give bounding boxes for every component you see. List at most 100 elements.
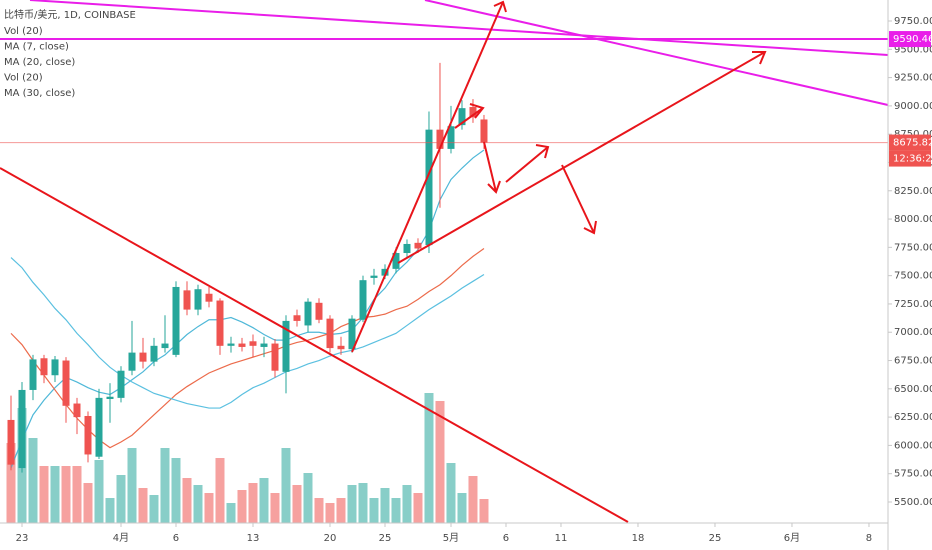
candle-body [84, 415, 92, 455]
trend-line [0, 167, 629, 523]
y-tick-label: 6750.00 [894, 356, 932, 367]
volume-bar [270, 493, 280, 523]
candle-body [172, 286, 180, 355]
volume-bar [204, 493, 214, 523]
indicator-label: MA (20, close) [4, 57, 75, 68]
x-tick-label: 6月 [784, 532, 800, 544]
candle-body [183, 290, 191, 310]
candle-body [216, 300, 224, 346]
volume-bar [468, 476, 478, 523]
indicator-label: MA (7, close) [4, 42, 69, 53]
x-tick-label: 6 [173, 533, 179, 544]
x-tick-label: 5月 [443, 532, 459, 544]
volume-bar [248, 483, 258, 523]
arrow-head [487, 180, 501, 194]
candle-body [7, 419, 15, 465]
level-label: 9590.46 [893, 34, 932, 45]
moving-average [10, 149, 485, 469]
candle-body [403, 243, 411, 254]
volume-bar [292, 485, 302, 523]
symbol-title: 比特币/美元, 1D, COINBASE [4, 8, 136, 21]
trend-line [424, 0, 889, 106]
y-tick-label: 9000.00 [894, 101, 932, 112]
volume-bar [105, 498, 115, 523]
candle-body [370, 275, 378, 278]
volume-bar [171, 458, 181, 523]
y-tick-label: 6250.00 [894, 412, 932, 423]
candle-body [62, 360, 70, 406]
volume-bar [303, 473, 313, 523]
y-tick-label: 5500.00 [894, 497, 932, 508]
y-tick-label: 6500.00 [894, 384, 932, 395]
candle-body [293, 315, 301, 321]
volume-bar [336, 498, 346, 523]
volume-bar [413, 493, 423, 523]
volume-bar [83, 483, 93, 523]
volume-bar [160, 448, 170, 523]
volume-bar [259, 478, 269, 523]
arrow [561, 164, 595, 234]
y-tick-label: 5750.00 [894, 469, 932, 480]
volume-bar [226, 503, 236, 523]
candle-body [51, 359, 59, 376]
candle-body [95, 397, 103, 457]
volume-bar [72, 466, 82, 523]
arrow [351, 1, 504, 353]
candle-body [447, 126, 455, 149]
volume-bar [237, 490, 247, 523]
x-tick-label: 25 [709, 533, 722, 544]
candle-body [414, 242, 422, 249]
candle-body [150, 345, 158, 362]
countdown: 12:36:28 [893, 154, 932, 165]
volume-bar [446, 463, 456, 523]
candle-body [436, 129, 444, 149]
x-tick-label: 25 [379, 533, 392, 544]
moving-average [10, 257, 485, 409]
volume-bar [182, 478, 192, 523]
volume-bar [314, 498, 324, 523]
candle-body [128, 352, 136, 371]
y-tick-label: 6000.00 [894, 440, 932, 451]
price-label-box [889, 134, 931, 151]
volume-bar [127, 448, 137, 523]
y-tick-label: 9250.00 [894, 73, 932, 84]
y-tick-label: 9750.00 [894, 16, 932, 27]
y-tick-label: 7750.00 [894, 242, 932, 253]
volume-bar [369, 498, 379, 523]
candle-body [304, 301, 312, 326]
y-tick-label: 9500.00 [894, 44, 932, 55]
arrow [483, 141, 497, 193]
plot-area [0, 38, 888, 523]
volume-bar [457, 493, 467, 523]
candle-body [392, 253, 400, 269]
candle-body [480, 119, 488, 143]
x-tick-label: 13 [247, 533, 260, 544]
volume-bar [391, 498, 401, 523]
y-tick-label: 8250.00 [894, 186, 932, 197]
arrow [454, 107, 484, 129]
candle-body [139, 352, 147, 362]
candle-body [337, 345, 345, 350]
x-tick-label: 6 [503, 533, 509, 544]
volume-bar [479, 499, 489, 523]
indicator-label: Vol (20) [4, 26, 43, 37]
candle-body [315, 302, 323, 320]
volume-bar [435, 401, 445, 523]
y-tick-label: 8000.00 [894, 214, 932, 225]
volume-bar [325, 503, 335, 523]
candle-body [469, 107, 477, 118]
volume-bar [50, 466, 60, 523]
candle-body [260, 343, 268, 347]
candle-body [381, 268, 389, 276]
arrow-head [535, 144, 550, 159]
x-tick-label: 8 [866, 533, 872, 544]
drawings [0, 0, 889, 523]
y-tick-label: 7000.00 [894, 327, 932, 338]
x-tick-label: 20 [324, 533, 337, 544]
volume-bar [61, 466, 71, 523]
countdown-box [889, 150, 931, 167]
candle-body [348, 318, 356, 350]
volume-bar [193, 485, 203, 523]
volume-bar [402, 485, 412, 523]
